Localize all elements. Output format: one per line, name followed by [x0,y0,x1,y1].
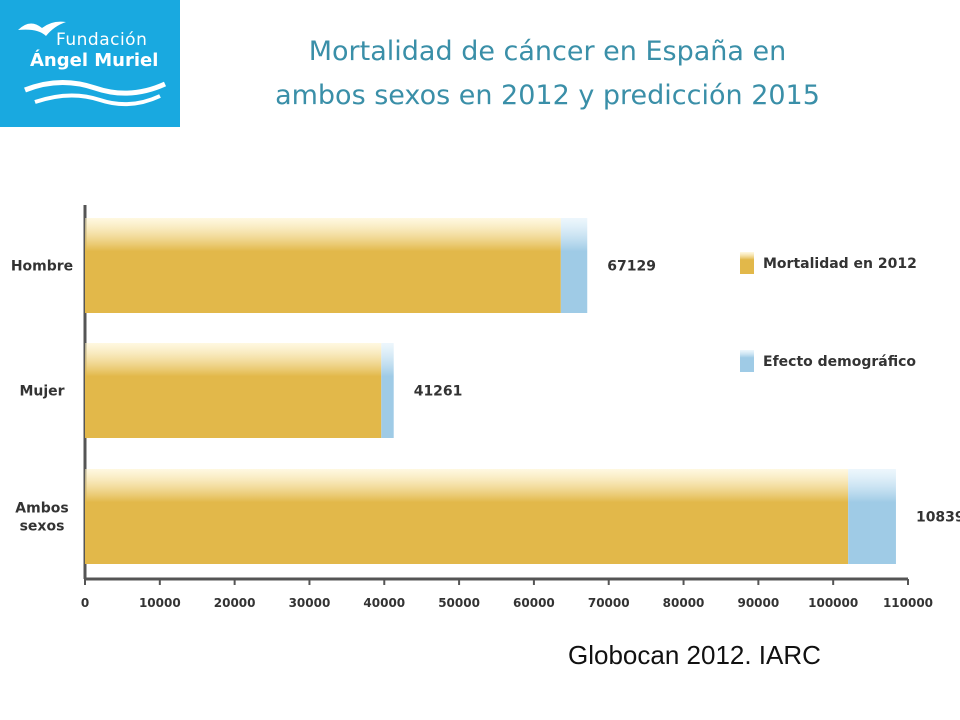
legend-label: Mortalidad en 2012 [763,256,917,272]
logo-text-line2: Ángel Muriel [30,50,159,71]
waves-icon [24,79,167,107]
legend-swatch [740,252,754,274]
category-label: Mujer [19,384,64,400]
total-label: 108390 [916,510,960,526]
category-label: sexos [20,519,65,535]
bar-efecto-2 [848,469,896,564]
bar-efecto-0 [560,218,588,313]
x-tick-label: 40000 [363,596,405,610]
x-tick-label: 20000 [214,596,256,610]
title-line-1: Mortalidad de cáncer en España en [308,36,787,67]
chart: 0 10000 20000 30000 40000 50000 60000 70000 8000… [11,205,960,610]
title-line-2: ambos sexos en 2012 y predicción 2015 [275,80,820,111]
logo: Fundación Ángel Muriel [0,0,180,127]
x-tick-label: 50000 [438,596,480,610]
category-label: Hombre [11,259,73,275]
category-label: Ambos [15,501,68,517]
logo-text-line1: Fundación [56,30,148,50]
bar-mortalidad-0 [85,218,561,313]
x-tick-label: 60000 [513,596,555,610]
x-tick-label: 90000 [737,596,779,610]
x-tick-label: 70000 [588,596,630,610]
legend-label: Efecto demográfico [763,354,916,370]
x-tick-label: 0 [81,596,89,610]
x-tick-label: 30000 [289,596,331,610]
bar-mortalidad-1 [85,343,382,438]
x-tick-label: 100000 [808,596,858,610]
bar-mortalidad-2 [85,469,849,564]
x-tick-label: 110000 [883,596,933,610]
total-label: 67129 [607,259,656,275]
page-title: Mortalidad de cáncer en España en ambos … [195,30,900,118]
total-label: 41261 [414,384,463,400]
x-tick-label: 10000 [139,596,181,610]
bird-icon [18,21,66,36]
bar-efecto-1 [381,343,394,438]
x-tick-label: 80000 [663,596,705,610]
legend-swatch [740,350,754,372]
source-note: Globocan 2012. IARC [568,640,821,670]
